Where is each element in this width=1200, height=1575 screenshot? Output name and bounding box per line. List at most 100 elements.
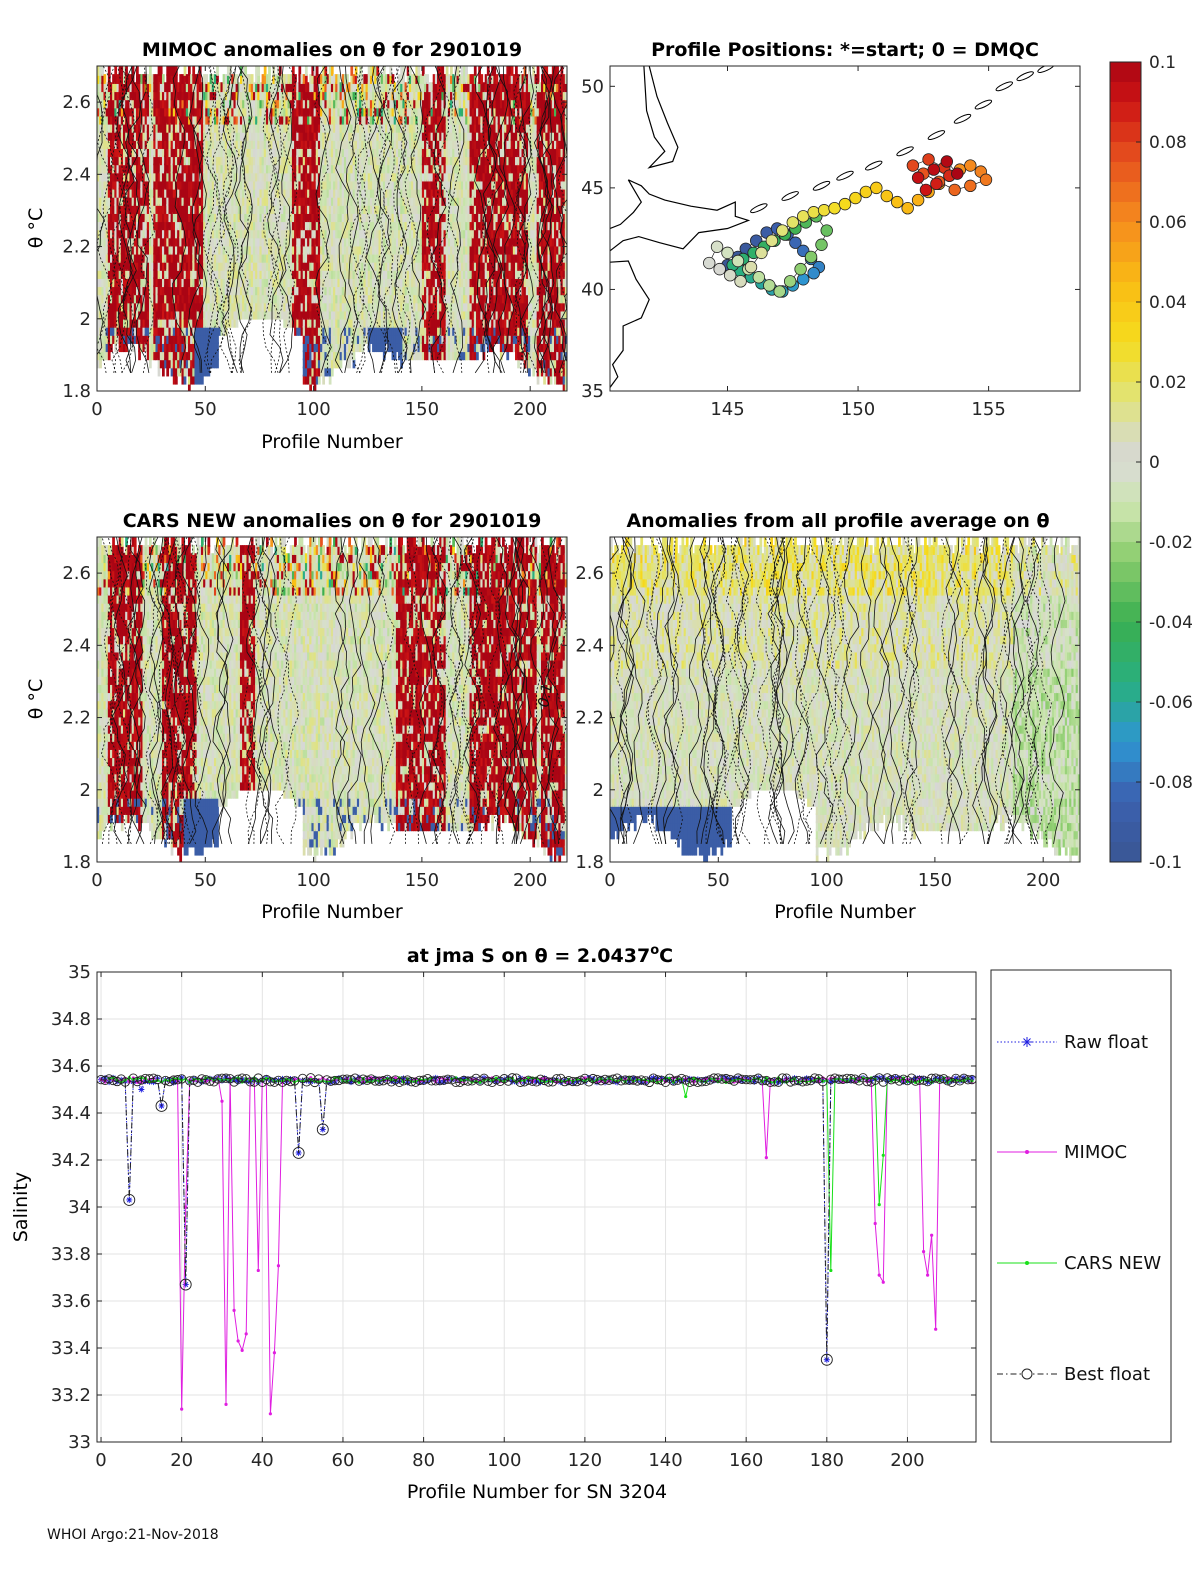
- anomaly-cell: [185, 147, 189, 158]
- anomaly-cell: [235, 293, 239, 304]
- anomaly-cell: [302, 90, 306, 101]
- anomaly-cell: [209, 244, 213, 255]
- anomaly-cell: [239, 285, 243, 296]
- anomaly-cell: [400, 269, 403, 279]
- anomaly-cell: [317, 350, 321, 361]
- anomaly-cell: [389, 204, 393, 214]
- anomaly-cell: [402, 342, 406, 353]
- anomaly-cell: [187, 179, 191, 190]
- anomaly-cell: [209, 326, 213, 336]
- anomaly-cell: [326, 309, 330, 320]
- anomaly-cell: [235, 196, 239, 206]
- anomaly-cell: [109, 277, 113, 288]
- anomaly-cell: [402, 301, 406, 312]
- anomaly-cell: [367, 131, 371, 141]
- anomaly-cell: [148, 98, 152, 109]
- anomaly-cell: [283, 187, 287, 198]
- anomaly-cell: [155, 293, 159, 304]
- anomaly-cell: [244, 204, 248, 214]
- anomaly-cell: [313, 147, 317, 158]
- anomaly-cell: [333, 187, 336, 198]
- anomaly-cell: [278, 244, 282, 255]
- anomaly-cell: [159, 139, 163, 149]
- anomaly-cell: [328, 244, 332, 255]
- anomaly-cell: [333, 114, 336, 125]
- anomaly-cell: [317, 309, 321, 320]
- anomaly-cell: [248, 277, 252, 288]
- anomaly-cell: [166, 122, 170, 133]
- anomaly-cell: [395, 285, 399, 296]
- anomaly-cell: [248, 293, 252, 304]
- anomaly-cell: [398, 196, 401, 206]
- anomaly-cell: [103, 334, 107, 344]
- anomaly-cell: [363, 171, 367, 182]
- anomaly-cell: [97, 252, 100, 263]
- anomaly-cell: [120, 244, 124, 255]
- anomaly-cell: [350, 261, 354, 271]
- anomaly-cell: [369, 301, 373, 312]
- anomaly-cell: [335, 350, 339, 361]
- anomaly-cell: [378, 228, 382, 239]
- anomaly-cell: [170, 220, 174, 231]
- anomaly-cell: [179, 98, 183, 109]
- anomaly-cell: [285, 82, 289, 93]
- anomaly-cell: [289, 285, 293, 296]
- anomaly-cell: [166, 309, 170, 320]
- anomaly-cell: [105, 82, 109, 93]
- anomaly-cell: [174, 261, 178, 271]
- anomaly-cell: [229, 187, 232, 198]
- anomaly-cell: [135, 163, 139, 174]
- anomaly-cell: [133, 309, 137, 320]
- anomaly-cell: [224, 285, 228, 296]
- anomaly-cell: [213, 90, 217, 101]
- anomaly-cell: [255, 163, 258, 174]
- anomaly-cell: [246, 269, 250, 279]
- anomaly-cell: [333, 196, 336, 206]
- anomaly-cell: [131, 301, 135, 312]
- anomaly-cell: [372, 90, 375, 101]
- anomaly-cell: [213, 212, 217, 223]
- anomaly-cell: [395, 163, 399, 174]
- anomaly-cell: [296, 82, 300, 93]
- anomaly-cell: [337, 317, 341, 328]
- anomaly-cell: [190, 98, 193, 109]
- anomaly-cell: [135, 196, 139, 206]
- anomaly-cell: [257, 285, 261, 296]
- anomaly-cell: [289, 196, 293, 206]
- anomaly-cell: [283, 122, 287, 133]
- anomaly-cell: [99, 204, 102, 214]
- anomaly-cell: [365, 171, 369, 182]
- anomaly-cell: [192, 374, 196, 385]
- anomaly-cell: [255, 114, 258, 125]
- anomaly-cell: [220, 187, 224, 198]
- anomaly-cell: [224, 90, 228, 101]
- anomaly-cell: [257, 179, 261, 190]
- anomaly-cell: [255, 212, 258, 223]
- anomaly-cell: [127, 317, 131, 328]
- anomaly-cell: [231, 285, 235, 296]
- anomaly-cell: [142, 244, 146, 255]
- anomaly-cell: [374, 228, 377, 239]
- anomaly-cell: [382, 212, 386, 223]
- anomaly-cell: [382, 82, 386, 93]
- anomaly-cell: [181, 277, 185, 288]
- anomaly-cell: [378, 317, 382, 328]
- anomaly-cell: [105, 122, 109, 133]
- anomaly-cell: [177, 317, 180, 328]
- anomaly-cell: [250, 82, 254, 93]
- anomaly-cell: [402, 179, 406, 190]
- anomaly-cell: [300, 228, 304, 239]
- anomaly-cell: [155, 90, 159, 101]
- anomaly-cell: [398, 293, 401, 304]
- anomaly-cell: [270, 269, 274, 279]
- anomaly-cell: [229, 106, 232, 117]
- anomaly-cell: [122, 131, 126, 141]
- anomaly-cell: [352, 139, 356, 149]
- anomaly-cell: [326, 301, 330, 312]
- anomaly-cell: [274, 98, 278, 109]
- anomaly-cell: [231, 82, 235, 93]
- anomaly-cell: [148, 269, 152, 279]
- anomaly-cell: [374, 139, 377, 149]
- anomaly-cell: [196, 326, 200, 336]
- anomaly-cell: [216, 285, 219, 296]
